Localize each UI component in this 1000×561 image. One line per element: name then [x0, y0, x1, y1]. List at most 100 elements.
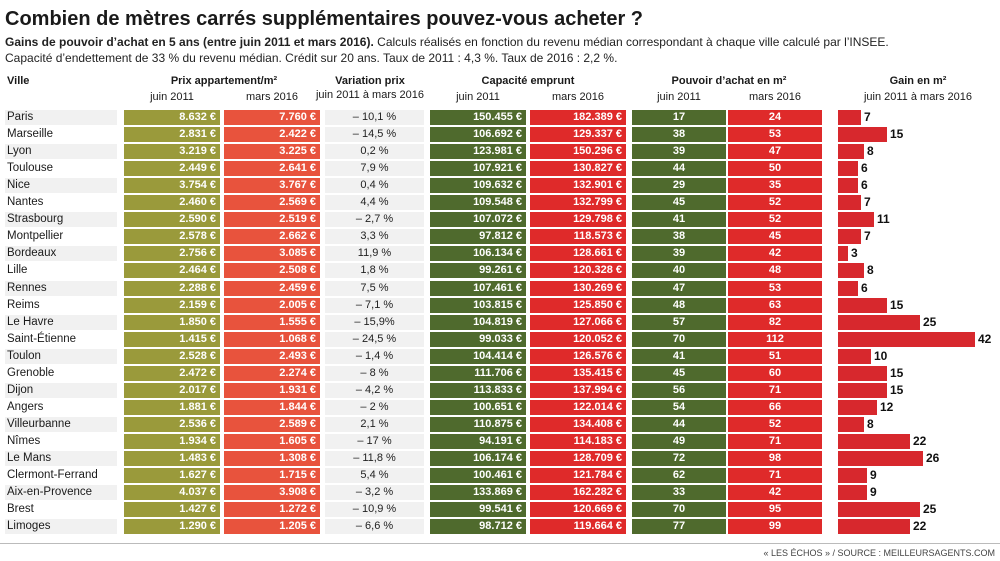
cell-cap-2016: 120.669 €: [530, 502, 626, 517]
cell-pa-2011: 40: [632, 263, 726, 278]
city-label: Clermont-Ferrand: [7, 469, 98, 481]
cell-cap-2011: 110.875 €: [430, 417, 526, 432]
header-cap-juin: juin 2011: [456, 91, 500, 103]
gain-label: 7: [864, 195, 871, 209]
header-gain-sub: juin 2011 à mars 2016: [863, 91, 973, 103]
cell-pa-2011: 49: [632, 434, 726, 449]
subtitle-rest: Calculs réalisés en fonction du revenu m…: [373, 35, 889, 49]
gain-bar: [838, 519, 910, 534]
cell-prix-2011: 2.472 €: [124, 366, 220, 381]
header-pa-mars: mars 2016: [749, 91, 801, 103]
cell-cap-2011: 109.548 €: [430, 195, 526, 210]
cell-cap-2011: 103.815 €: [430, 298, 526, 313]
gain-label: 8: [867, 263, 874, 277]
city-label: Nîmes: [7, 435, 41, 447]
city-label: Nice: [5, 178, 117, 193]
cell-variation: – 2 %: [325, 400, 424, 415]
cell-cap-2011: 97.812 €: [430, 229, 526, 244]
cell-prix-2011: 2.536 €: [124, 417, 220, 432]
cell-prix-2011: 1.627 €: [124, 468, 220, 483]
cell-prix-2011: 2.464 €: [124, 263, 220, 278]
gain-bar: [838, 332, 975, 347]
cell-cap-2016: 120.052 €: [530, 332, 626, 347]
gain-bar: [838, 229, 861, 244]
cell-cap-2011: 107.921 €: [430, 161, 526, 176]
gain-bar: [838, 349, 871, 364]
cell-prix-2011: 2.460 €: [124, 195, 220, 210]
gain-label: 3: [851, 246, 858, 260]
cell-pa-2016: 52: [728, 417, 822, 432]
cell-cap-2011: 94.191 €: [430, 434, 526, 449]
cell-pa-2016: 24: [728, 110, 822, 125]
cell-variation: 7,5 %: [325, 281, 424, 296]
cell-variation: 7,9 %: [325, 161, 424, 176]
cell-prix-2011: 2.528 €: [124, 349, 220, 364]
cell-pa-2016: 82: [728, 315, 822, 330]
gain-label: 6: [861, 281, 868, 295]
cell-prix-2011: 8.632 €: [124, 110, 220, 125]
gain-label: 7: [864, 110, 871, 124]
gain-label: 42: [978, 332, 992, 346]
city-label: Aix-en-Provence: [5, 485, 117, 500]
city-label: Grenoble: [7, 367, 55, 379]
cell-prix-2016: 2.569 €: [224, 195, 320, 210]
gain-bar: [838, 298, 887, 313]
cell-cap-2016: 150.296 €: [530, 144, 626, 159]
cell-pa-2011: 17: [632, 110, 726, 125]
cell-cap-2011: 113.833 €: [430, 383, 526, 398]
city-label: Toulouse: [7, 162, 54, 174]
cell-cap-2011: 150.455 €: [430, 110, 526, 125]
cell-pa-2011: 41: [632, 212, 726, 227]
subtitle: Gains de pouvoir d’achat en 5 ans (entre…: [5, 35, 889, 49]
cell-pa-2011: 47: [632, 281, 726, 296]
cell-cap-2011: 123.981 €: [430, 144, 526, 159]
cell-cap-2011: 100.651 €: [430, 400, 526, 415]
cell-prix-2016: 2.589 €: [224, 417, 320, 432]
gain-bar: [838, 263, 864, 278]
cell-variation: – 2,7 %: [325, 212, 424, 227]
gain-label: 6: [861, 161, 868, 175]
gain-label: 22: [913, 434, 927, 448]
cell-cap-2011: 107.461 €: [430, 281, 526, 296]
cell-cap-2011: 99.261 €: [430, 263, 526, 278]
cell-cap-2016: 120.328 €: [530, 263, 626, 278]
cell-variation: – 11,8 %: [325, 451, 424, 466]
city-label: Lille: [7, 264, 28, 276]
cell-pa-2016: 48: [728, 263, 822, 278]
cell-cap-2016: 119.664 €: [530, 519, 626, 534]
cell-prix-2016: 3.908 €: [224, 485, 320, 500]
cell-pa-2016: 98: [728, 451, 822, 466]
city-label: Dijon: [5, 383, 117, 398]
gain-bar: [838, 178, 858, 193]
cell-variation: 3,3 %: [325, 229, 424, 244]
gain-label: 8: [867, 417, 874, 431]
cell-prix-2016: 1.605 €: [224, 434, 320, 449]
cell-pa-2016: 45: [728, 229, 822, 244]
cell-variation: – 8 %: [325, 366, 424, 381]
gain-bar: [838, 246, 848, 261]
cell-pa-2016: 53: [728, 281, 822, 296]
cell-pa-2016: 53: [728, 127, 822, 142]
gain-bar: [838, 110, 861, 125]
cell-pa-2011: 33: [632, 485, 726, 500]
cell-pa-2011: 45: [632, 195, 726, 210]
gain-bar: [838, 451, 923, 466]
city-label: Nantes: [7, 196, 44, 208]
cell-prix-2016: 2.508 €: [224, 263, 320, 278]
cell-prix-2011: 2.831 €: [124, 127, 220, 142]
cell-variation: – 24,5 %: [325, 332, 424, 347]
header-cap-mars: mars 2016: [552, 91, 604, 103]
cell-variation: – 15,9%: [325, 315, 424, 330]
header-pa-juin: juin 2011: [657, 91, 701, 103]
gain-label: 25: [923, 502, 937, 516]
cell-prix-2016: 2.274 €: [224, 366, 320, 381]
cell-prix-2016: 1.205 €: [224, 519, 320, 534]
cell-pa-2011: 54: [632, 400, 726, 415]
chart-title: Combien de mètres carrés supplémentaires…: [5, 8, 643, 30]
city-label: Toulon: [5, 349, 117, 364]
cell-variation: 5,4 %: [325, 468, 424, 483]
cell-cap-2011: 109.632 €: [430, 178, 526, 193]
cell-variation: – 17 %: [325, 434, 424, 449]
cell-cap-2016: 132.901 €: [530, 178, 626, 193]
gain-bar: [838, 366, 887, 381]
